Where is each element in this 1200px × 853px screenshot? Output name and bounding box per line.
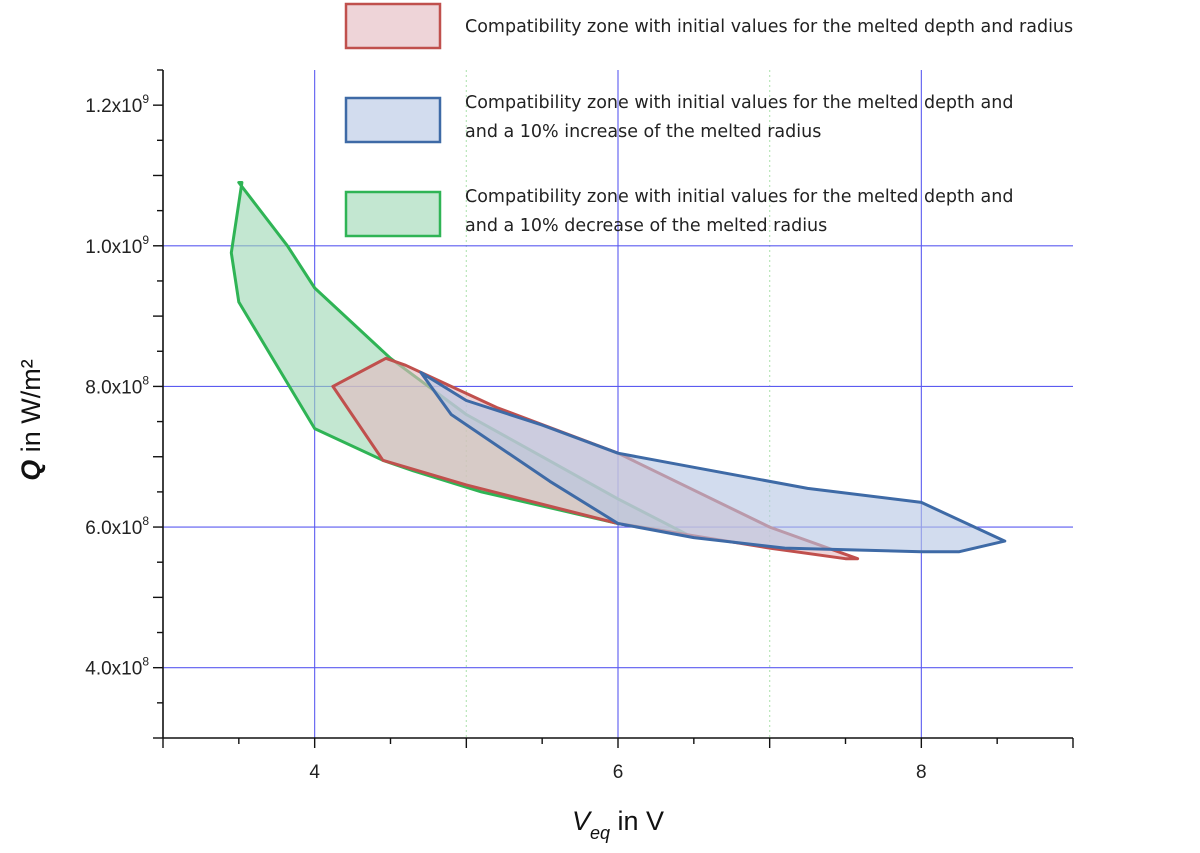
legend-label-1: Compatibility zone with initial values f… [465, 187, 1013, 207]
legend-swatch-3 [344, 96, 442, 144]
axes: 4 6 8 4.0x108 6.0x108 8.0x108 1.0x109 1.2x109 [85, 69, 1074, 783]
x-tick-label: 4 [309, 762, 320, 783]
x-tick-label: 8 [916, 762, 927, 783]
legend-swatch-1 [344, 190, 442, 238]
y-tick-label: 1.2x109 [85, 92, 149, 117]
x-tick-label: 6 [613, 762, 624, 783]
legend-label-1: and a 10% decrease of the melted radius [465, 216, 827, 236]
y-tick-label: 6.0x108 [85, 514, 149, 539]
legend-label-3: and a 10% increase of the melted radius [465, 122, 821, 142]
zone-area-3 [419, 370, 1007, 554]
x-axis-title: Veq in V [572, 806, 664, 843]
y-tick-label: 1.0x109 [85, 233, 149, 258]
y-tick-label: 4.0x108 [85, 655, 149, 680]
y-axis-title: Q in W/m² [16, 359, 46, 481]
x-axis-symbol: V [572, 806, 593, 836]
legend-label-2: Compatibility zone with initial values f… [465, 17, 1073, 37]
legend-label-3: Compatibility zone with initial values f… [465, 93, 1013, 113]
legend: Compatibility zone with initial values f… [344, 2, 1073, 238]
plot-areas [229, 181, 1007, 561]
y-tick-label: 8.0x108 [85, 373, 149, 398]
x-axis-unit: in V [610, 806, 664, 836]
y-axis-unit: in W/m² [16, 359, 46, 460]
x-axis-subscript: eq [590, 823, 610, 843]
legend-swatch-2 [344, 2, 442, 50]
y-axis-symbol: Q [16, 460, 46, 481]
